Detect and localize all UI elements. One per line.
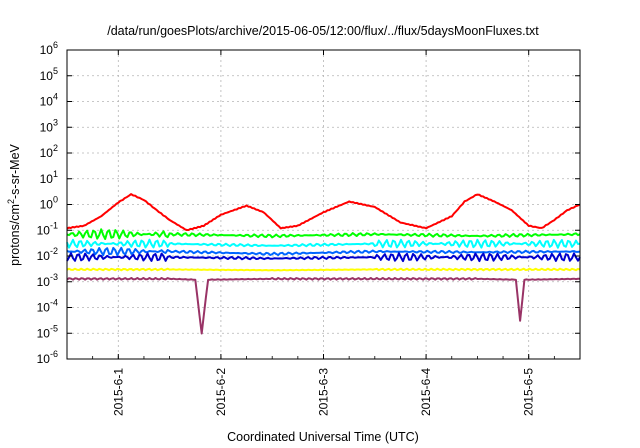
y-tick-label-base: 10 [40, 95, 54, 109]
y-tick-label-exp: 6 [53, 40, 58, 50]
x-tick-label: 2015-6-5 [522, 368, 536, 416]
y-tick-label-base: 10 [40, 146, 54, 160]
x-tick-label: 2015-6-4 [419, 368, 433, 416]
y-tick-label: 106 [40, 40, 58, 57]
y-tick-label-base: 10 [37, 301, 51, 315]
series-line [66, 277, 580, 335]
y-tick-label-base: 10 [37, 326, 51, 340]
grid [67, 50, 580, 359]
y-tick-label-exp: 3 [53, 117, 58, 127]
y-tick-label-base: 10 [40, 69, 54, 83]
y-tick-label-base: 10 [37, 352, 51, 366]
y-tick-label-exp: 2 [53, 143, 58, 153]
y-tick-label: 10-1 [37, 220, 58, 237]
y-tick-label: 10-4 [37, 298, 58, 315]
y-tick-label-base: 10 [37, 275, 51, 289]
y-tick-label-exp: -3 [50, 272, 58, 282]
x-axis-ticks: 2015-6-1 2015-6-2 2015-6-3 2015-6-4 2015-6-5 [66, 50, 581, 416]
series-line [66, 246, 581, 257]
y-tick-label-exp: 4 [53, 92, 58, 102]
y-axis-ticks: 10-610-510-410-310-210-11001011021031041… [37, 40, 580, 366]
y-tick-label-base: 10 [37, 223, 51, 237]
series-line [66, 252, 581, 263]
y-tick-label-exp: -1 [50, 220, 58, 230]
y-tick-label-base: 10 [40, 43, 54, 57]
x-tick-label: 2015-6-3 [317, 368, 331, 416]
y-tick-label-exp: 0 [53, 195, 58, 205]
y-tick-label: 105 [40, 66, 58, 83]
chart-title: /data/run/goesPlots/archive/2015-06-05/1… [107, 24, 539, 38]
y-tick-label-exp: -2 [50, 246, 58, 256]
y-tick-label: 102 [40, 143, 58, 160]
y-tick-label-base: 10 [40, 172, 54, 186]
y-tick-label: 100 [40, 195, 58, 212]
y-axis-label-base: protons/cm [8, 204, 22, 266]
x-tick-label: 2015-6-2 [214, 368, 228, 416]
y-tick-label: 101 [40, 169, 58, 186]
series-line [66, 267, 581, 272]
y-tick-label: 10-2 [37, 246, 58, 263]
x-axis-label: Coordinated Universal Time (UTC) [227, 430, 419, 444]
y-tick-label: 104 [40, 92, 58, 109]
y-tick-label-exp: -4 [50, 298, 58, 308]
y-axis-label-rest: -s-sr-MeV [8, 143, 22, 199]
series-line [66, 238, 581, 249]
y-tick-label: 103 [40, 117, 58, 134]
y-tick-label: 10-6 [37, 349, 58, 366]
x-tick-label: 2015-6-1 [111, 368, 125, 416]
y-tick-label-exp: 5 [53, 66, 58, 76]
series-line [66, 193, 581, 231]
y-axis-label-sup: 2 [6, 199, 16, 204]
y-tick-label: 10-5 [37, 323, 58, 340]
y-axis-label: protons/cm2-s-sr-MeV [6, 143, 22, 265]
y-tick-label-base: 10 [37, 249, 51, 263]
y-tick-label-exp: -5 [50, 323, 58, 333]
plot-lines [66, 193, 581, 335]
y-tick-label-exp: -6 [50, 349, 58, 359]
y-tick-label-base: 10 [40, 198, 54, 212]
y-tick-label-exp: 1 [53, 169, 58, 179]
series-line [66, 228, 581, 240]
y-tick-label-base: 10 [40, 120, 54, 134]
y-tick-label: 10-3 [37, 272, 58, 289]
